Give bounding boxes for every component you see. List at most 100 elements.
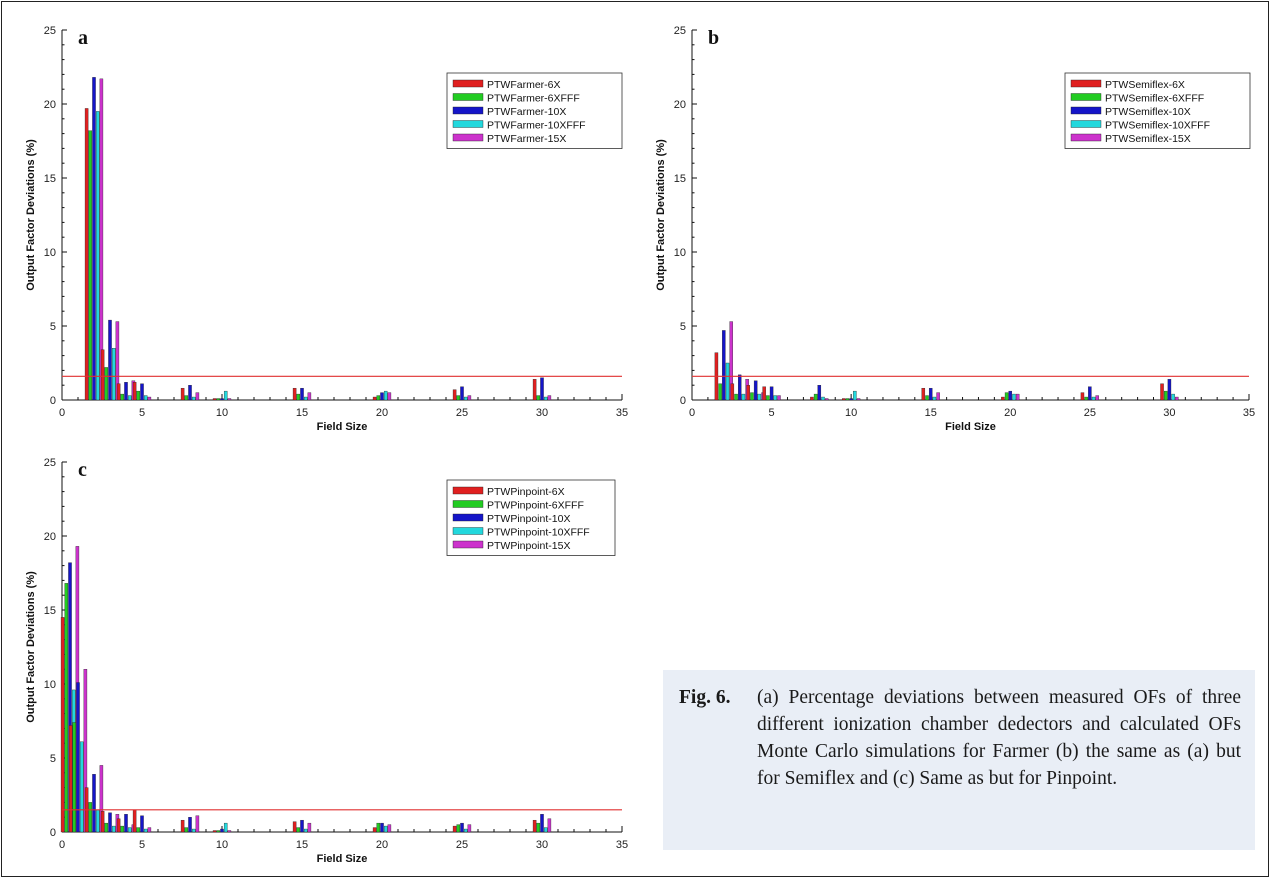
x-tick-label: 0 — [689, 407, 695, 419]
legend-swatch — [1070, 93, 1102, 101]
bar — [124, 382, 128, 401]
bar — [227, 830, 232, 833]
y-tick-label: 10 — [44, 679, 56, 691]
bar — [220, 828, 224, 833]
bar — [738, 374, 742, 401]
bar — [296, 827, 301, 833]
y-tick-label: 25 — [44, 457, 56, 469]
bar — [372, 396, 377, 401]
y-tick-label: 20 — [44, 531, 56, 543]
bar — [746, 385, 750, 401]
x-tick-label: 30 — [536, 839, 548, 851]
bar — [750, 392, 754, 401]
bar — [116, 818, 121, 833]
legend-entry-label: PTWPinpoint-10X — [487, 513, 570, 525]
legend-entry-label: PTWFarmer-6X — [487, 79, 561, 91]
bar — [773, 395, 777, 401]
bar — [741, 393, 746, 401]
bar — [212, 398, 217, 401]
bar — [303, 828, 308, 833]
bar — [1091, 396, 1096, 401]
x-tick-label: 30 — [1163, 407, 1175, 419]
bar — [296, 393, 301, 401]
legend: PTWFarmer-6XPTWFarmer-6XFFFPTWFarmer-10X… — [446, 72, 623, 149]
bar — [104, 822, 109, 833]
bar — [223, 822, 228, 833]
bar — [376, 395, 381, 401]
bar — [777, 395, 781, 401]
legend-entry-label: PTWFarmer-15X — [487, 133, 566, 145]
bar — [1160, 383, 1164, 401]
x-axis-label: Field Size — [945, 421, 996, 433]
legend-entry-label: PTWFarmer-10XFFF — [487, 120, 586, 132]
legend-swatch — [452, 540, 484, 549]
bar — [111, 348, 116, 401]
x-tick-label: 5 — [139, 407, 145, 419]
legend-swatch — [1070, 79, 1102, 88]
bar — [387, 392, 392, 401]
bar — [766, 395, 770, 401]
bar — [88, 802, 93, 833]
y-tick-label: 20 — [44, 99, 56, 111]
bar — [1084, 396, 1088, 401]
bar — [95, 809, 100, 833]
bar — [1015, 393, 1020, 401]
bar — [195, 392, 200, 401]
bar — [1095, 395, 1099, 401]
bar — [540, 377, 544, 401]
bar — [180, 819, 185, 833]
y-tick-label: 5 — [680, 321, 686, 333]
bar — [467, 824, 472, 833]
bar — [376, 822, 381, 833]
bar — [303, 396, 308, 401]
caption-text: (a) Percentage deviations between measur… — [757, 687, 1241, 789]
bar — [136, 390, 141, 401]
bar — [307, 822, 312, 833]
bar — [1175, 396, 1179, 401]
bar — [532, 379, 537, 401]
y-tick-label: 25 — [44, 25, 56, 37]
x-tick-label: 0 — [59, 407, 65, 419]
x-tick-label: 20 — [1004, 407, 1016, 419]
bar — [856, 398, 861, 401]
caption-label: Fig. 6. — [679, 687, 731, 708]
bar — [76, 682, 80, 833]
y-tick-label: 5 — [50, 753, 56, 765]
y-tick-label: 15 — [44, 605, 56, 617]
legend-swatch — [452, 79, 484, 88]
bar — [725, 362, 730, 401]
bar — [456, 824, 461, 833]
bar — [195, 815, 200, 833]
legend-entry-label: PTWSemiflex-10X — [1105, 106, 1191, 118]
bar — [300, 387, 304, 401]
bar — [92, 77, 96, 401]
x-tick-label: 10 — [216, 407, 228, 419]
legend-entry-label: PTWPinpoint-10XFFF — [487, 527, 590, 539]
bar — [543, 827, 548, 833]
bar — [380, 822, 384, 833]
legend-swatch — [452, 527, 484, 535]
bar — [111, 825, 116, 833]
x-tick-label: 20 — [376, 407, 388, 419]
bar — [191, 828, 196, 833]
legend-swatch — [452, 500, 484, 508]
bar — [543, 396, 548, 401]
bar — [452, 825, 457, 833]
bar — [383, 390, 388, 401]
bar — [132, 382, 137, 401]
legend-swatch — [452, 106, 484, 115]
y-tick-label: 20 — [674, 99, 686, 111]
x-tick-label: 25 — [1084, 407, 1096, 419]
x-tick-label: 10 — [216, 839, 228, 851]
bar — [184, 395, 189, 401]
x-tick-label: 5 — [769, 407, 775, 419]
bar — [223, 390, 228, 401]
bar — [132, 809, 137, 833]
bar — [536, 395, 541, 401]
bar — [220, 398, 224, 401]
legend-swatch — [1070, 120, 1102, 128]
x-tick-label: 15 — [925, 407, 937, 419]
bar — [216, 398, 221, 401]
